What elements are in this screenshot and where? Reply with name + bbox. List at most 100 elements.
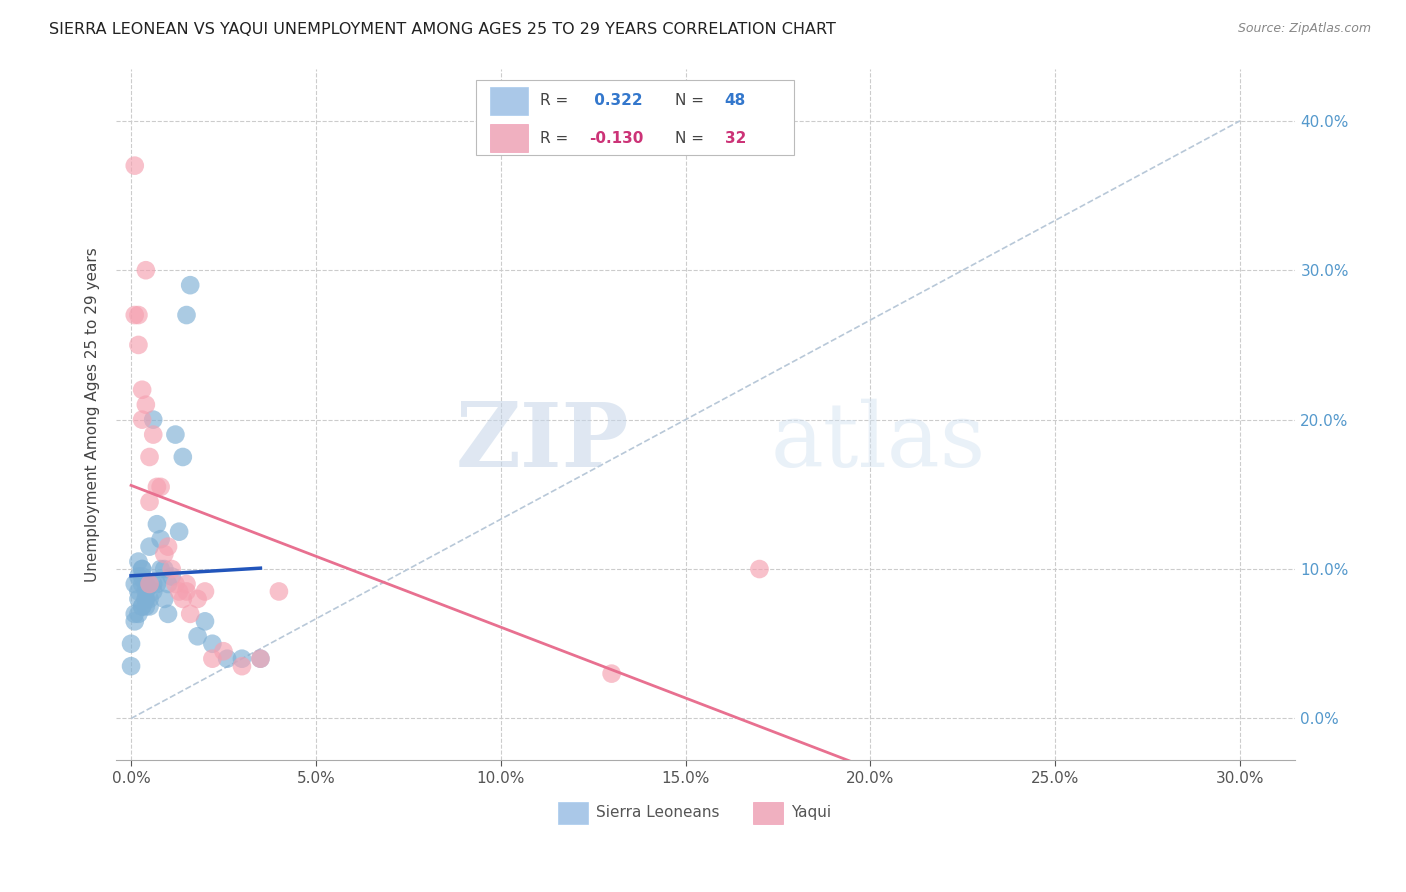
Point [131,599,153,614]
Point [135,591,157,606]
Text: Sierra Leoneans: Sierra Leoneans [596,805,720,821]
Point [160,562,183,576]
Point [149,532,172,546]
Point [124,308,146,322]
Point [146,517,169,532]
Point [600,666,623,681]
Point [142,584,165,599]
Point [120,659,142,673]
Point [135,577,157,591]
Point [176,308,198,322]
Point [153,547,176,561]
Point [135,584,157,599]
Text: 48: 48 [724,94,747,108]
Point [124,615,146,629]
Text: N =: N = [675,131,709,145]
Point [149,480,172,494]
Point [127,584,149,599]
Point [138,577,160,591]
Text: Source: ZipAtlas.com: Source: ZipAtlas.com [1237,22,1371,36]
FancyBboxPatch shape [491,87,527,115]
Point [127,607,149,621]
Point [146,480,169,494]
Point [124,577,146,591]
Point [131,562,153,576]
Y-axis label: Unemployment Among Ages 25 to 29 years: Unemployment Among Ages 25 to 29 years [86,247,100,582]
Point [157,577,180,591]
Point [131,569,153,583]
Point [142,412,165,426]
Text: SIERRA LEONEAN VS YAQUI UNEMPLOYMENT AMONG AGES 25 TO 29 YEARS CORRELATION CHART: SIERRA LEONEAN VS YAQUI UNEMPLOYMENT AMO… [49,22,837,37]
FancyBboxPatch shape [475,80,794,155]
Point [138,540,160,554]
Point [127,338,149,352]
Text: Yaqui: Yaqui [790,805,831,821]
Point [157,607,180,621]
FancyBboxPatch shape [558,802,588,824]
Point [267,584,290,599]
Point [138,599,160,614]
Point [153,591,176,606]
Point [131,562,153,576]
Point [138,591,160,606]
Point [201,637,224,651]
Point [142,577,165,591]
Point [748,562,770,576]
Text: 32: 32 [724,131,747,145]
Point [138,577,160,591]
Point [135,398,157,412]
Point [194,615,217,629]
Point [124,607,146,621]
Text: R =: R = [540,131,572,145]
Point [153,562,176,576]
Point [167,584,190,599]
Point [120,637,142,651]
Point [131,383,153,397]
Point [212,644,235,658]
Point [142,427,165,442]
Point [176,584,198,599]
Point [127,591,149,606]
Point [231,659,253,673]
Text: R =: R = [540,94,572,108]
FancyBboxPatch shape [491,124,527,152]
Point [194,584,217,599]
Point [165,427,187,442]
Point [127,308,149,322]
Point [131,599,153,614]
Point [124,159,146,173]
Point [165,577,187,591]
Point [176,577,198,591]
Point [146,577,169,591]
Point [157,540,180,554]
Point [249,651,271,665]
Text: ZIP: ZIP [456,399,630,485]
Point [187,591,209,606]
Point [135,599,157,614]
Point [127,569,149,583]
Point [138,450,160,464]
Point [201,651,224,665]
Point [217,651,239,665]
Text: -0.130: -0.130 [589,131,644,145]
Point [127,555,149,569]
Point [172,450,194,464]
FancyBboxPatch shape [754,802,783,824]
Point [131,412,153,426]
Point [172,591,194,606]
Point [135,263,157,277]
Point [187,629,209,643]
Point [179,278,201,293]
Point [249,651,271,665]
Point [231,651,253,665]
Point [160,569,183,583]
Point [135,591,157,606]
Text: atlas: atlas [770,399,986,486]
Text: N =: N = [675,94,709,108]
Point [179,607,201,621]
Point [131,577,153,591]
Text: 0.322: 0.322 [589,94,643,108]
Point [138,495,160,509]
Point [167,524,190,539]
Point [149,562,172,576]
